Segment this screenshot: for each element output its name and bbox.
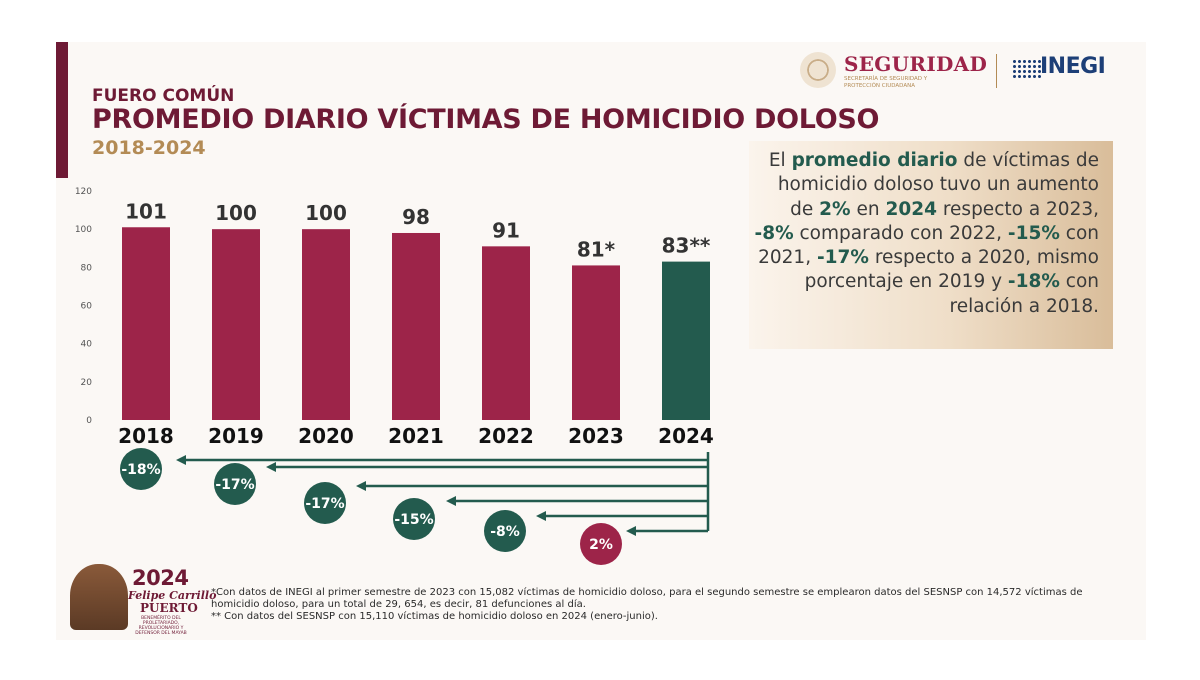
bar-2019: [212, 229, 260, 420]
arrowhead-2021: [446, 496, 456, 506]
arrowhead-2022: [536, 511, 546, 521]
bar-2023: [572, 265, 620, 420]
footer-name: Felipe Carrillo: [128, 589, 217, 602]
arrowhead-2020: [356, 481, 366, 491]
logo-divider: [996, 54, 997, 88]
x-tick-label-2020: 2020: [298, 424, 354, 448]
change-badge-2020: [304, 482, 346, 524]
change-badge-2019: [214, 463, 256, 505]
y-tick-label: 40: [81, 340, 93, 350]
x-tick-label-2019: 2019: [208, 424, 264, 448]
y-tick-label: 60: [81, 302, 93, 312]
bar-2021: [392, 232, 440, 420]
portrait-icon: [70, 564, 128, 630]
footnote-2: ** Con datos del SESNSP con 15,110 vícti…: [211, 611, 658, 622]
footer-tagline: BENEMÉRITO DEL PROLETARIADO, REVOLUCIONA…: [135, 616, 187, 636]
summary-callout: El promedio diario de víctimas de homici…: [749, 141, 1113, 349]
y-tick-label: 0: [86, 416, 92, 426]
value-label-2021: 98: [402, 205, 430, 229]
change-badge-2018: [120, 448, 162, 490]
header-logos: SEGURIDAD SECRETARÍA DE SEGURIDAD Y PROT…: [800, 50, 1120, 90]
change-badge-2023: [580, 523, 622, 565]
change-label-2020: -17%: [305, 496, 344, 512]
seguridad-logo-subtext: SECRETARÍA DE SEGURIDAD Y PROTECCIÓN CIU…: [844, 76, 928, 89]
footer-year: 2024: [132, 566, 189, 590]
value-label-2022: 91: [492, 218, 520, 242]
change-label-2019: -17%: [215, 477, 254, 493]
seguridad-logo-text: SEGURIDAD: [844, 52, 988, 76]
change-label-2022: -8%: [490, 524, 520, 540]
x-tick-label-2021: 2021: [388, 424, 444, 448]
accent-bar: [56, 42, 68, 178]
x-tick-label-2024: 2024: [658, 424, 714, 448]
x-tick-label-2022: 2022: [478, 424, 534, 448]
change-badge-2021: [393, 498, 435, 540]
change-label-2021: -15%: [394, 512, 433, 528]
y-tick-label: 120: [75, 187, 92, 197]
change-label-2023: 2%: [589, 537, 613, 553]
change-label-2018: -18%: [121, 462, 160, 478]
kicker: FUERO COMÚN: [92, 86, 235, 106]
value-label-2019: 100: [215, 201, 257, 225]
bar-2020: [302, 229, 350, 420]
y-tick-label: 100: [75, 225, 92, 235]
footer-logo: 2024 Felipe Carrillo PUERTO BENEMÉRITO D…: [66, 560, 216, 636]
page-subtitle: 2018-2024: [92, 137, 206, 159]
arrowhead-2023: [626, 526, 636, 536]
change-badge-2022: [484, 510, 526, 552]
seal-icon: [800, 52, 836, 88]
value-label-2018: 101: [125, 199, 167, 223]
y-tick-label: 20: [81, 378, 93, 388]
footnote-1: *Con datos de INEGI al primer semestre d…: [211, 587, 1083, 610]
x-tick-label-2018: 2018: [118, 424, 174, 448]
y-tick-label: 80: [81, 263, 93, 273]
summary-text: El promedio diario de víctimas de homici…: [754, 150, 1099, 317]
x-tick-label-2023: 2023: [568, 424, 624, 448]
value-label-2023: 81*: [577, 237, 616, 261]
value-label-2024: 83**: [662, 234, 711, 258]
bar-2022: [482, 246, 530, 420]
footnotes: *Con datos de INEGI al primer semestre d…: [211, 587, 1111, 623]
value-label-2020: 100: [305, 201, 347, 225]
arrowhead-2019: [266, 462, 276, 472]
page-title: PROMEDIO DIARIO VÍCTIMAS DE HOMICIDIO DO…: [92, 104, 880, 135]
inegi-dots-icon: [1012, 59, 1042, 79]
footer-place: PUERTO: [140, 601, 198, 615]
arrowhead-2018: [176, 455, 186, 465]
inegi-logo-text: INEGI: [1040, 54, 1106, 79]
bar-2024: [662, 261, 710, 420]
bar-2018: [122, 227, 170, 420]
